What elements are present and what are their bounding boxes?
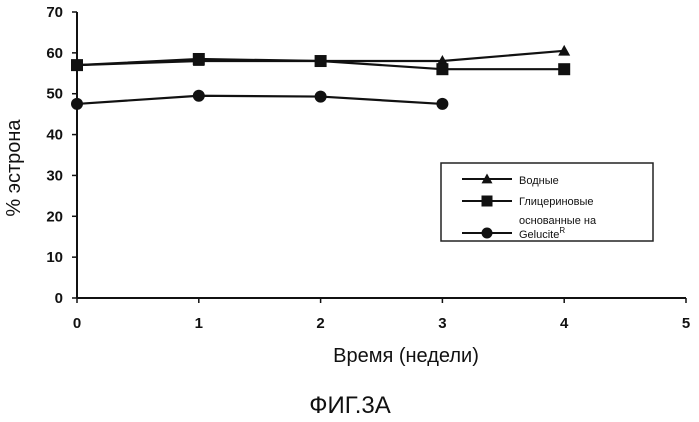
y-tick-label: 40 bbox=[46, 127, 63, 144]
y-axis-label: % эстрона bbox=[3, 119, 25, 217]
x-tick-label: 2 bbox=[316, 315, 324, 332]
legend-gelucite-text: Gelucite bbox=[519, 229, 559, 241]
legend-label-glitserinovye: Глицериновые bbox=[519, 196, 594, 208]
series-3-point bbox=[315, 91, 327, 103]
legend-key-marker-3 bbox=[482, 228, 493, 239]
legend-label-vodnye: Водные bbox=[519, 175, 559, 187]
x-axis-label: Время (недели) bbox=[333, 345, 479, 367]
series-2-point bbox=[315, 55, 327, 67]
legend-key-marker-2 bbox=[482, 196, 493, 207]
series-2-point bbox=[558, 63, 570, 75]
legend-gelucite-superscript: R bbox=[559, 226, 565, 235]
legend-label-osnovannye: основанные на bbox=[519, 215, 597, 227]
y-tick-label: 10 bbox=[46, 249, 63, 266]
series-2-point bbox=[193, 53, 205, 65]
series-2-point bbox=[71, 59, 83, 71]
series-3-point bbox=[71, 98, 83, 110]
legend: Водные Глицериновые основанные на Geluci… bbox=[441, 163, 653, 241]
x-tick-label: 1 bbox=[195, 315, 203, 332]
x-tick-label: 4 bbox=[560, 315, 569, 332]
series-3-point bbox=[193, 90, 205, 102]
figure-caption: ФИГ.3А bbox=[309, 392, 391, 419]
y-tick-label: 70 bbox=[46, 4, 63, 21]
y-tick-label: 50 bbox=[46, 86, 63, 103]
series-2-point bbox=[436, 63, 448, 75]
series-3-point bbox=[436, 98, 448, 110]
axes bbox=[72, 12, 686, 303]
series-group bbox=[71, 45, 570, 110]
y-tick-label: 20 bbox=[46, 208, 63, 225]
series-3-line bbox=[77, 96, 442, 104]
legend-label-gelucite: GeluciteR bbox=[519, 226, 565, 241]
y-tick-label: 60 bbox=[46, 45, 63, 62]
x-tick-label: 0 bbox=[73, 315, 81, 332]
x-tick-label: 3 bbox=[438, 315, 446, 332]
x-tick-label: 5 bbox=[682, 315, 690, 332]
y-tick-label: 30 bbox=[46, 167, 63, 184]
series-3 bbox=[71, 90, 448, 110]
y-tick-label: 0 bbox=[55, 290, 63, 307]
